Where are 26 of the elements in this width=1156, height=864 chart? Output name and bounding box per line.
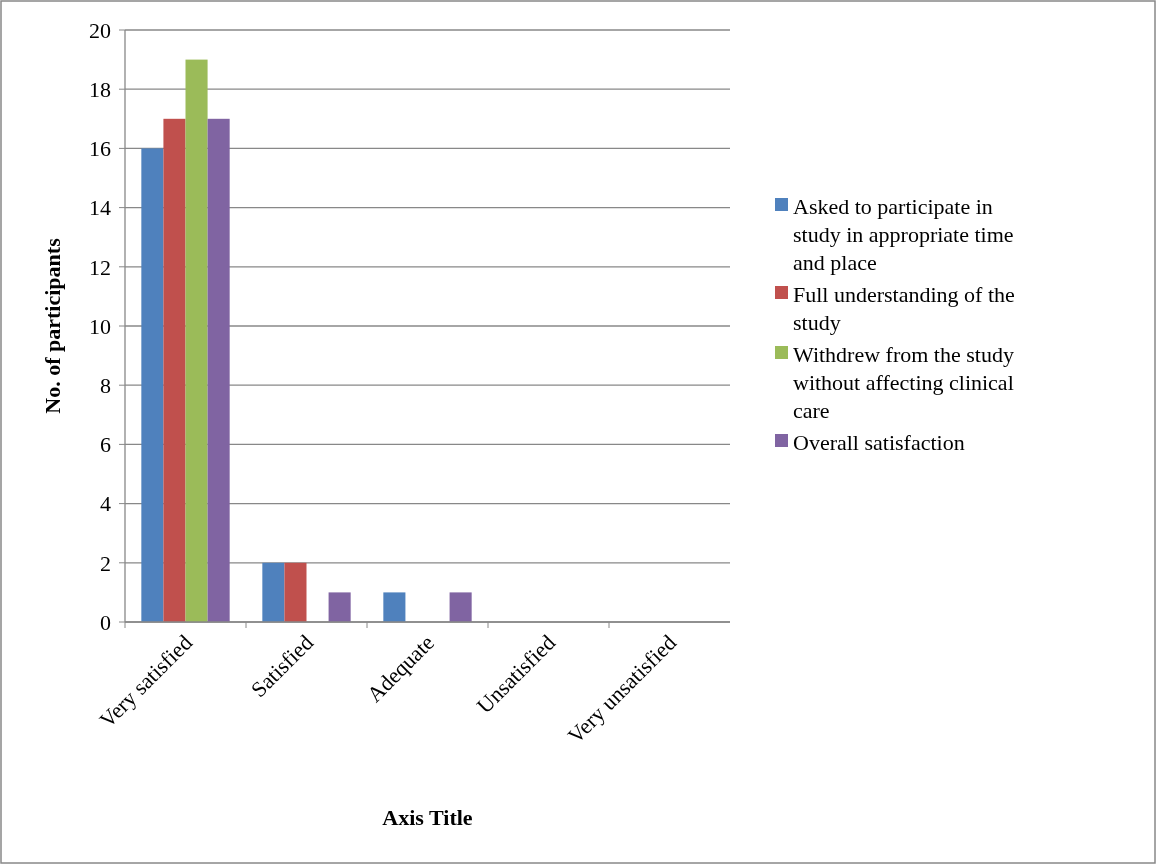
y-tick-label: 6 <box>100 432 111 458</box>
y-tick-label: 20 <box>89 17 111 43</box>
bar <box>163 118 186 622</box>
legend-label: Asked to participate in study in appropriate time and place <box>793 193 1014 275</box>
y-tick-label: 14 <box>89 195 111 221</box>
y-tick-label: 4 <box>100 491 111 517</box>
bar <box>383 592 406 622</box>
y-tick-label: 8 <box>100 372 111 398</box>
legend-label: Overall satisfaction <box>793 429 965 455</box>
y-tick-label: 18 <box>89 76 111 102</box>
y-tick-label: 16 <box>89 136 111 162</box>
y-tick-label: 0 <box>100 609 111 635</box>
y-tick-label: 12 <box>89 254 111 280</box>
bar <box>262 562 285 622</box>
bar <box>207 118 230 622</box>
bar <box>328 592 351 622</box>
y-tick-label: 2 <box>100 550 111 576</box>
y-tick-label: 10 <box>89 313 111 339</box>
bar <box>185 59 208 622</box>
legend-label: Withdrew from the study without affecting clinical care <box>793 341 1014 423</box>
y-axis-title: No. of participants <box>40 237 65 414</box>
legend-label: Full understanding of the study <box>793 281 1015 335</box>
bar <box>449 592 472 622</box>
bar <box>284 562 307 622</box>
x-axis-title: Axis Title <box>382 805 473 830</box>
bar <box>141 148 164 622</box>
